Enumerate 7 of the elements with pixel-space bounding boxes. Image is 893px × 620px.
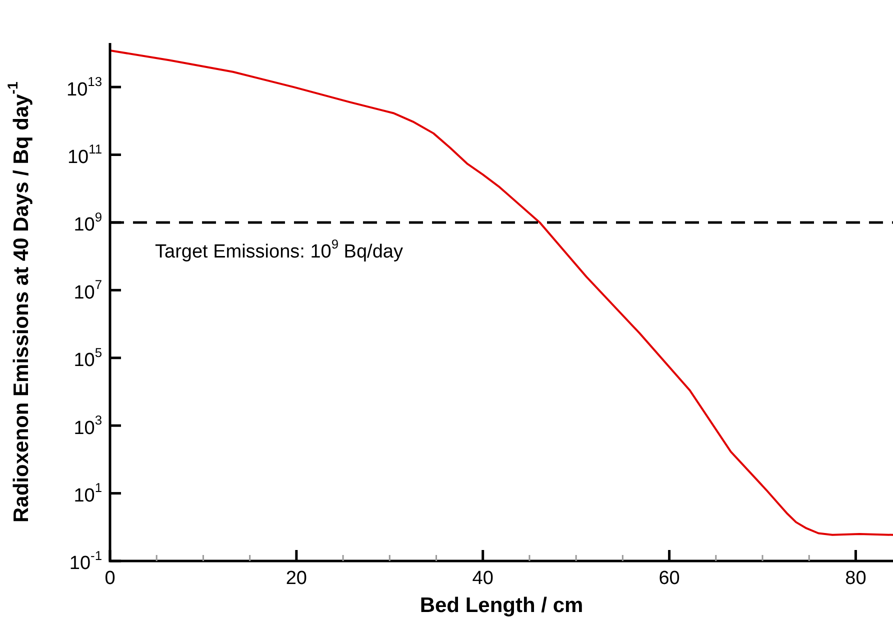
x-tick-label: 40 [472,568,494,590]
x-tick-label: 0 [104,568,116,590]
x-tick-label: 80 [845,568,866,590]
x-tick-label: 60 [658,568,680,590]
x-axis-title: Bed Length / cm [420,594,584,617]
x-tick-label: 20 [286,568,307,590]
y-axis-title: Radioxenon Emissions at 40 Days / Bq day-1 [6,81,33,522]
